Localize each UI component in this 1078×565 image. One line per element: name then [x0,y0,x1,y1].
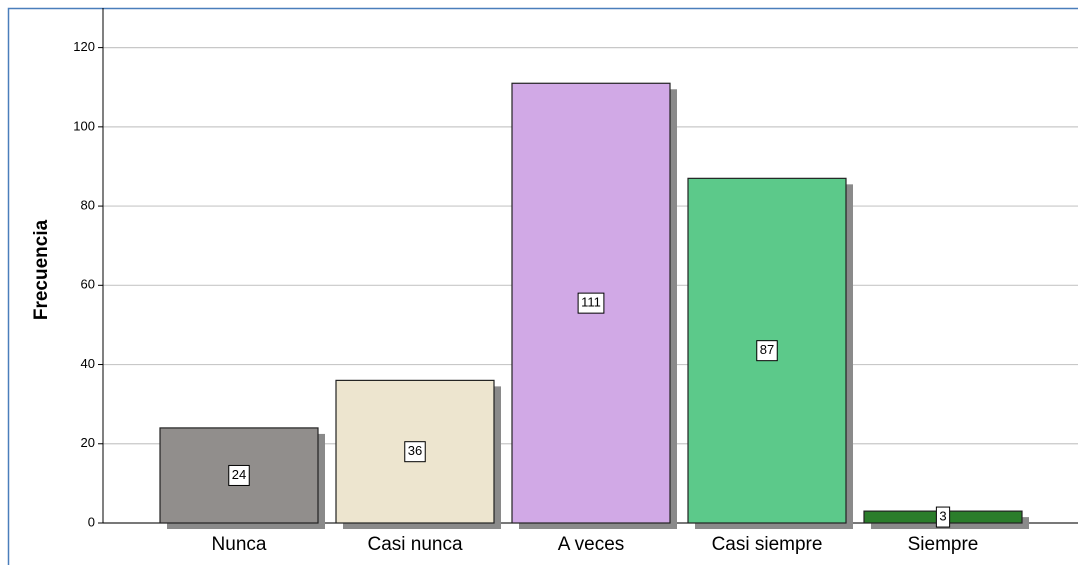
value-label: 87 [760,342,774,357]
x-tick-label: A veces [558,534,625,555]
value-label-box [577,292,605,314]
y-tick-label: 40 [81,356,95,371]
y-tick-label: 120 [73,39,95,54]
y-tick-label: 60 [81,277,95,292]
value-label: 111 [581,295,601,310]
y-tick-label: 0 [88,514,95,529]
y-axis-label: Frecuencia [31,219,52,320]
value-label-box [935,506,951,528]
y-tick-label: 80 [81,198,95,213]
value-label: 24 [232,467,246,482]
value-label-box [404,441,426,463]
value-label-box [756,340,778,362]
value-label: 36 [408,443,422,458]
y-tick-label: 100 [73,118,95,133]
x-tick-label: Siempre [908,534,979,555]
x-tick-label: Casi siempre [712,534,823,555]
value-label-box [228,464,250,486]
x-tick-label: Casi nunca [367,534,462,555]
frame [7,7,1078,565]
y-tick-label: 20 [81,435,95,450]
value-label: 3 [939,508,946,523]
x-tick-label: Nunca [212,534,267,555]
